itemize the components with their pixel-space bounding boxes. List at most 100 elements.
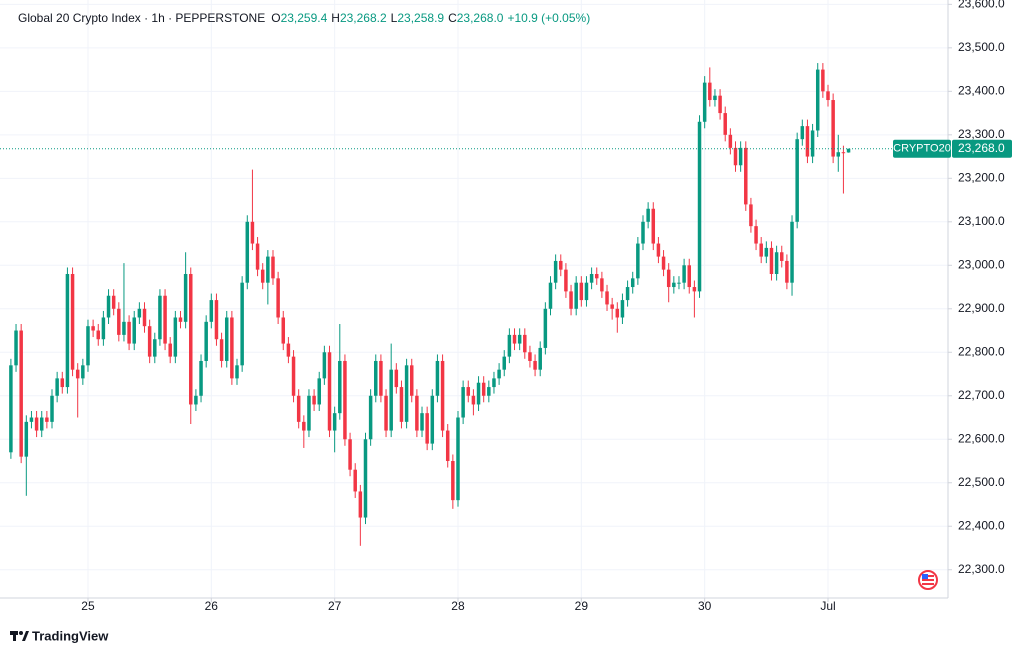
candle-body (677, 282, 681, 284)
candle-body (55, 378, 59, 396)
candle-body (394, 369, 399, 388)
candle-body (147, 326, 152, 357)
y-tick-label: 22,400.0 (958, 518, 1005, 532)
x-tick-label: Jul (820, 599, 835, 613)
candle-body (451, 461, 455, 501)
candle-body (790, 221, 794, 283)
candle-body (224, 317, 229, 361)
x-tick-label: 26 (205, 599, 219, 613)
candle-body (641, 221, 645, 244)
candle-body (456, 417, 460, 501)
candle-body (481, 382, 486, 396)
candle-body (75, 369, 80, 379)
candle-body (39, 417, 44, 431)
candle-body (9, 365, 13, 453)
candle-body (158, 295, 162, 340)
y-tick-label: 22,900.0 (958, 301, 1005, 315)
candle-body (368, 395, 373, 440)
candle-body (409, 365, 414, 396)
candle-body (127, 321, 131, 344)
candle-body (728, 134, 733, 148)
y-tick-label: 23,400.0 (958, 84, 1005, 98)
candle-body (291, 356, 296, 396)
candle-body (435, 360, 440, 396)
candle-body (708, 82, 712, 101)
candle-body (795, 139, 799, 222)
candle-body (764, 247, 769, 257)
candle-body (214, 300, 219, 340)
y-tick-label: 22,300.0 (958, 562, 1005, 576)
candle-body (14, 330, 18, 366)
candle-body (404, 365, 409, 422)
brand-logo (10, 631, 29, 641)
symbol: Global 20 Crypto Index · 1h · PEPPERSTON… (18, 11, 265, 25)
candle-body (122, 321, 126, 335)
candle-body (327, 352, 332, 431)
y-tick-label: 22,500.0 (958, 475, 1005, 489)
y-tick-label: 22,700.0 (958, 388, 1005, 402)
candle-body (173, 317, 178, 357)
candle-body (502, 356, 506, 370)
candle-body (445, 430, 450, 462)
candle-body (183, 273, 188, 322)
candle-body (523, 334, 527, 353)
candle-body (733, 147, 738, 166)
candle-body (384, 395, 388, 431)
candle-body (60, 378, 65, 388)
candle-body (821, 69, 825, 92)
candle-body (574, 282, 578, 309)
candle-body (517, 334, 522, 344)
candle-body (65, 273, 70, 388)
ohlc-key: C (448, 11, 457, 25)
candle-body (476, 382, 481, 405)
candle-body (846, 148, 851, 153)
candle-body (769, 247, 774, 274)
brand-name: TradingView (32, 628, 109, 643)
axes: 22,300.0 22,400.0 22,500.0 22,600.0 22,700.0… (81, 0, 1005, 613)
candle-body (137, 308, 142, 318)
candle-body (266, 256, 270, 283)
candle-body (528, 352, 532, 361)
price-tag-bg (952, 139, 1012, 158)
price-tag: 23,268.0 (958, 141, 1005, 155)
candle-body (738, 147, 743, 166)
candle-body (759, 243, 763, 257)
x-tick-label: 29 (575, 599, 589, 613)
candle-body (163, 295, 167, 344)
candle-body (723, 113, 727, 135)
candle-body (276, 278, 280, 318)
candle-body (841, 152, 846, 154)
candle-body (302, 421, 306, 431)
candle-body (744, 147, 748, 205)
candle-body (307, 395, 311, 431)
candle-body (594, 273, 599, 279)
candle-body (836, 152, 841, 157)
candle-body (348, 439, 352, 470)
candle-body (646, 208, 650, 222)
y-tick-label: 23,000.0 (958, 257, 1005, 271)
candle-body (86, 326, 90, 366)
candle-body (805, 126, 810, 157)
candle-body (666, 269, 671, 288)
candle-body (312, 395, 316, 405)
candle-body (713, 95, 717, 101)
candle-body (219, 339, 224, 361)
y-tick-label: 23,500.0 (958, 40, 1005, 54)
candle-body (615, 308, 620, 318)
ohlc-value: 23,268.0 (457, 11, 504, 25)
x-tick-label: 25 (81, 599, 95, 613)
candle-body (600, 278, 604, 292)
candle-body (255, 243, 260, 270)
candle-body (111, 295, 116, 309)
candle-body (389, 369, 393, 431)
y-tick-label: 23,100.0 (958, 214, 1005, 228)
candle-body (579, 282, 584, 301)
candle-body (281, 317, 286, 344)
candle-body (605, 291, 609, 305)
candle-body (296, 395, 301, 422)
legend-header: Global 20 Crypto Index · 1h · PEPPERSTON… (18, 11, 590, 25)
candle-body (800, 126, 805, 140)
candle-body (240, 282, 244, 366)
candle-body (81, 365, 85, 379)
